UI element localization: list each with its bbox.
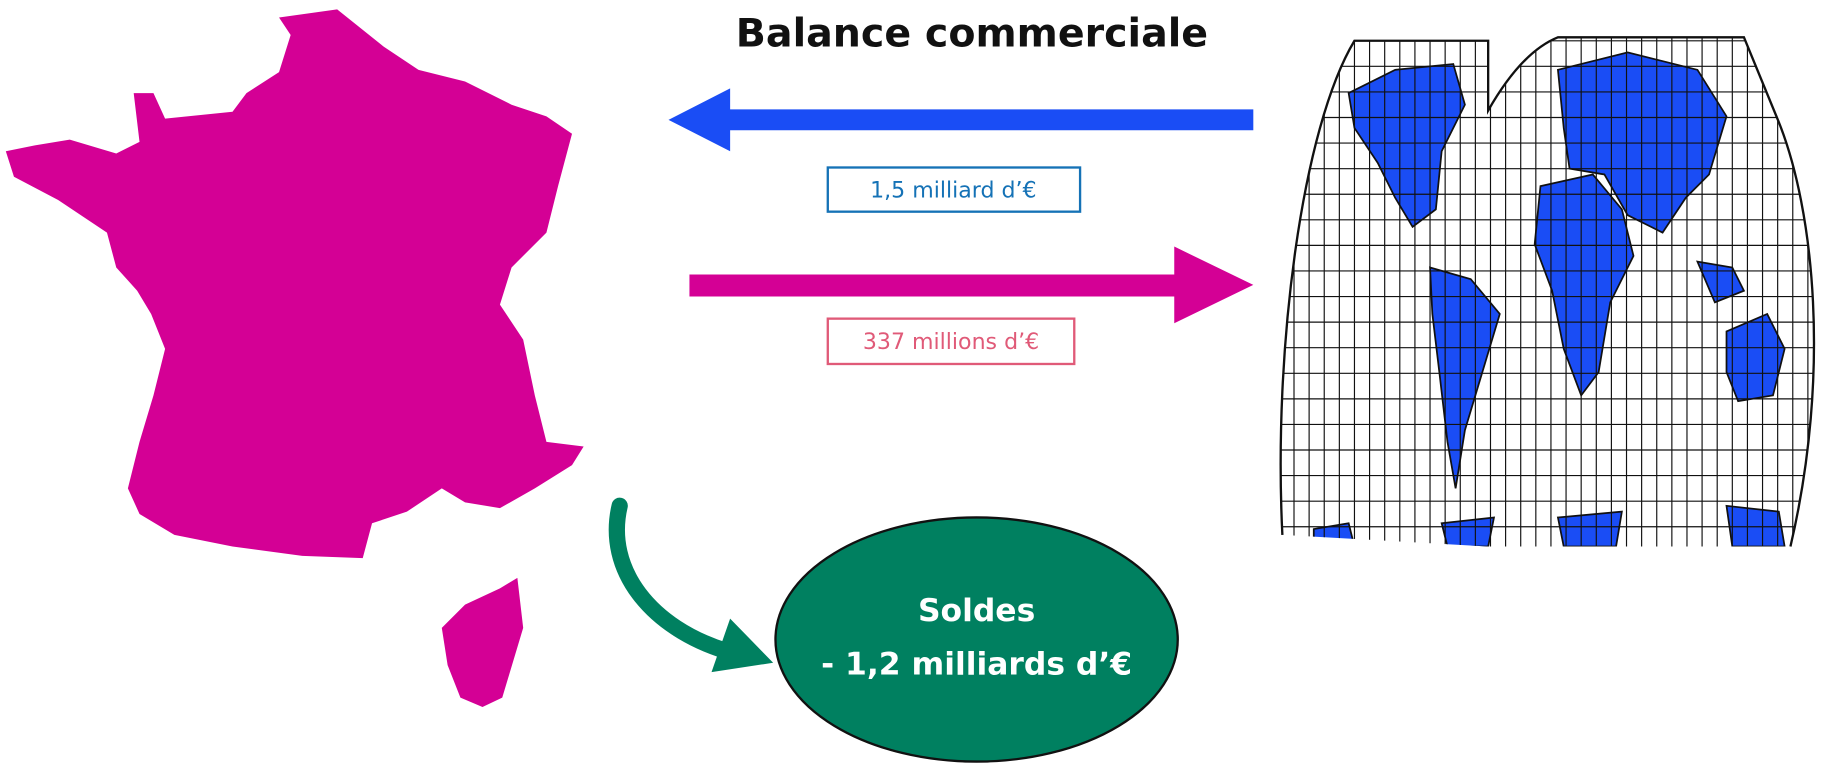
continent [1440,516,1496,547]
title: Balance commerciale [736,11,1208,57]
export-box [826,317,1076,366]
continent [1725,312,1786,403]
balance-title: Soldes [918,593,1035,629]
continent [1725,504,1786,547]
continent [1533,173,1635,398]
balance-ellipse [774,516,1179,763]
france-map [5,9,584,559]
import-arrow [668,88,1254,152]
export-label: 337 millions d’€ [863,330,1039,355]
import-label: 1,5 milliard d’€ [870,179,1037,204]
world-outline [1279,36,1816,547]
balance-arrow [608,497,735,660]
continent [1556,510,1623,547]
import-box [826,166,1082,213]
world-map [1280,37,1814,547]
corsica-map [441,577,524,707]
export-arrow [689,246,1254,324]
balance-arrow-head [711,618,774,673]
balance-value: - 1,2 milliards d’€ [821,646,1132,682]
